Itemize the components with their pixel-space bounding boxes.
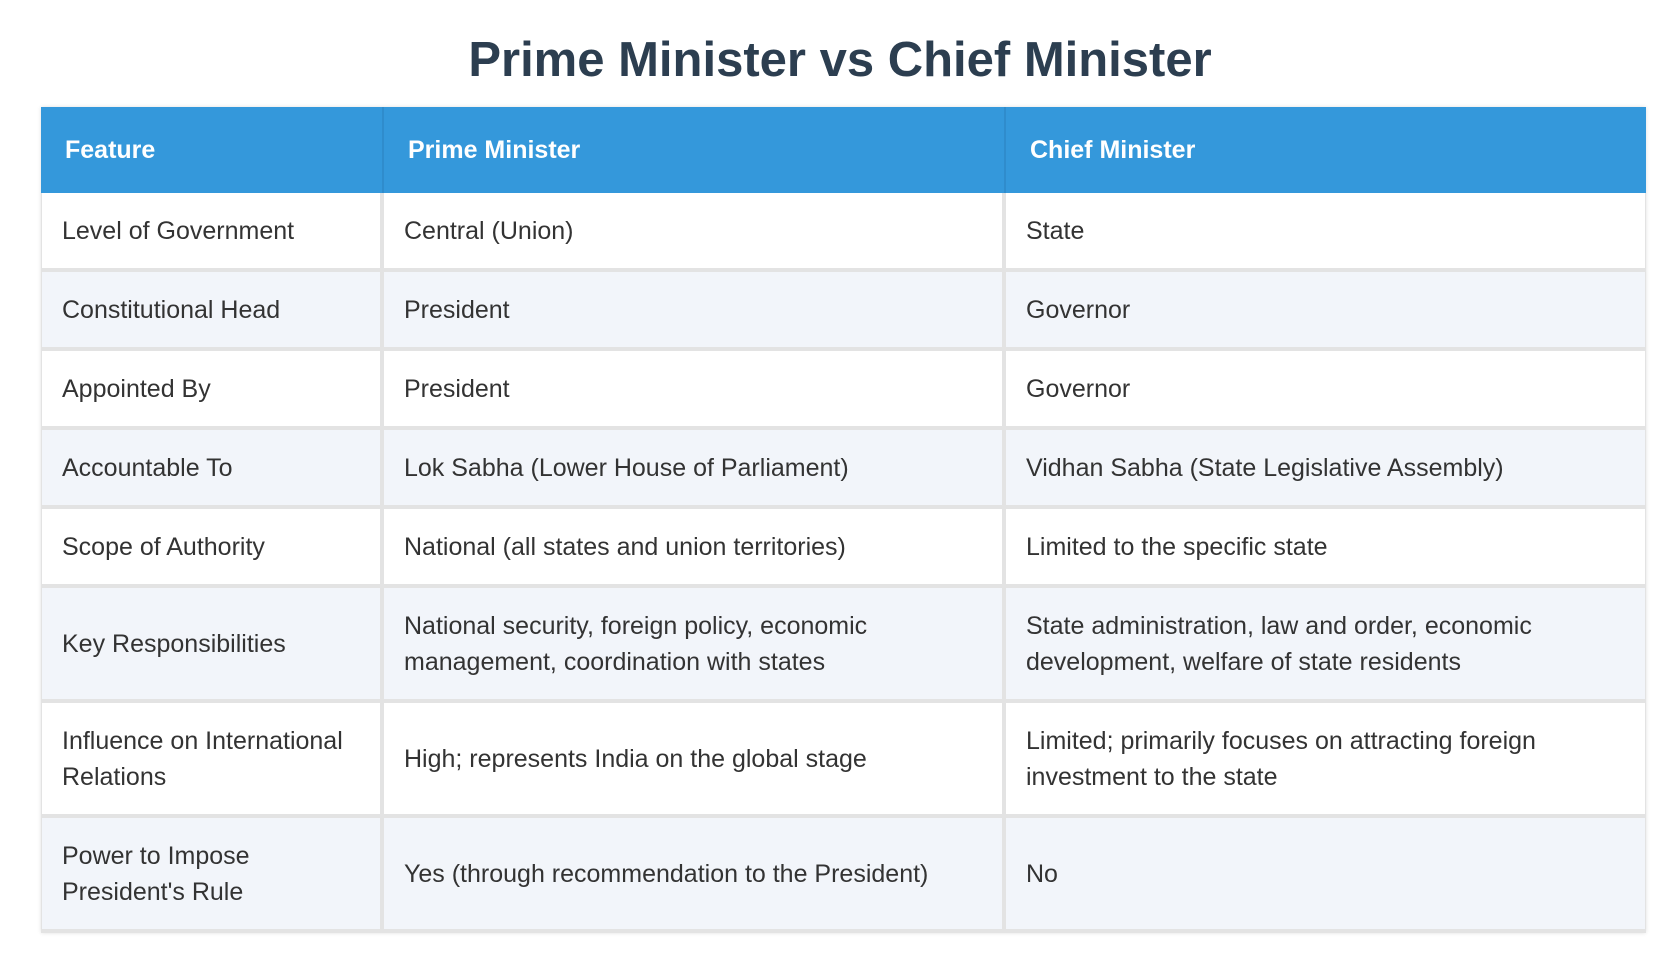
chief-minister-cell: Vidhan Sabha (State Legislative Assembly… [1006, 430, 1646, 509]
page-title: Prime Minister vs Chief Minister [468, 33, 1212, 87]
table-header-row: Feature Prime Minister Chief Minister [41, 107, 1646, 193]
chief-minister-cell: Governor [1006, 351, 1646, 430]
table-row: Power to Impose President's Rule Yes (th… [41, 818, 1646, 933]
prime-minister-cell: Yes (through recommendation to the Presi… [384, 818, 1006, 933]
prime-minister-cell: High; represents India on the global sta… [384, 703, 1006, 818]
table-row: Influence on International Relations Hig… [41, 703, 1646, 818]
feature-cell: Key Responsibilities [41, 588, 384, 703]
feature-cell: Accountable To [41, 430, 384, 509]
feature-cell: Influence on International Relations [41, 703, 384, 818]
table-row: Scope of Authority National (all states … [41, 509, 1646, 588]
feature-cell: Level of Government [41, 193, 384, 272]
feature-cell: Appointed By [41, 351, 384, 430]
table-row: Accountable To Lok Sabha (Lower House of… [41, 430, 1646, 509]
chief-minister-cell: Governor [1006, 272, 1646, 351]
table-row: Appointed By President Governor [41, 351, 1646, 430]
column-header-chief-minister: Chief Minister [1006, 107, 1646, 193]
prime-minister-cell: National (all states and union territori… [384, 509, 1006, 588]
column-header-feature: Feature [41, 107, 384, 193]
feature-cell: Power to Impose President's Rule [41, 818, 384, 933]
table-row: Key Responsibilities National security, … [41, 588, 1646, 703]
prime-minister-cell: President [384, 351, 1006, 430]
table-row: Level of Government Central (Union) Stat… [41, 193, 1646, 272]
feature-cell: Scope of Authority [41, 509, 384, 588]
chief-minister-cell: State [1006, 193, 1646, 272]
prime-minister-cell: Lok Sabha (Lower House of Parliament) [384, 430, 1006, 509]
prime-minister-cell: Central (Union) [384, 193, 1006, 272]
table-row: Constitutional Head President Governor [41, 272, 1646, 351]
prime-minister-cell: National security, foreign policy, econo… [384, 588, 1006, 703]
chief-minister-cell: State administration, law and order, eco… [1006, 588, 1646, 703]
column-header-prime-minister: Prime Minister [384, 107, 1006, 193]
prime-minister-cell: President [384, 272, 1006, 351]
chief-minister-cell: Limited to the specific state [1006, 509, 1646, 588]
feature-cell: Constitutional Head [41, 272, 384, 351]
chief-minister-cell: Limited; primarily focuses on attracting… [1006, 703, 1646, 818]
chief-minister-cell: No [1006, 818, 1646, 933]
comparison-table: Feature Prime Minister Chief Minister Le… [41, 107, 1646, 933]
